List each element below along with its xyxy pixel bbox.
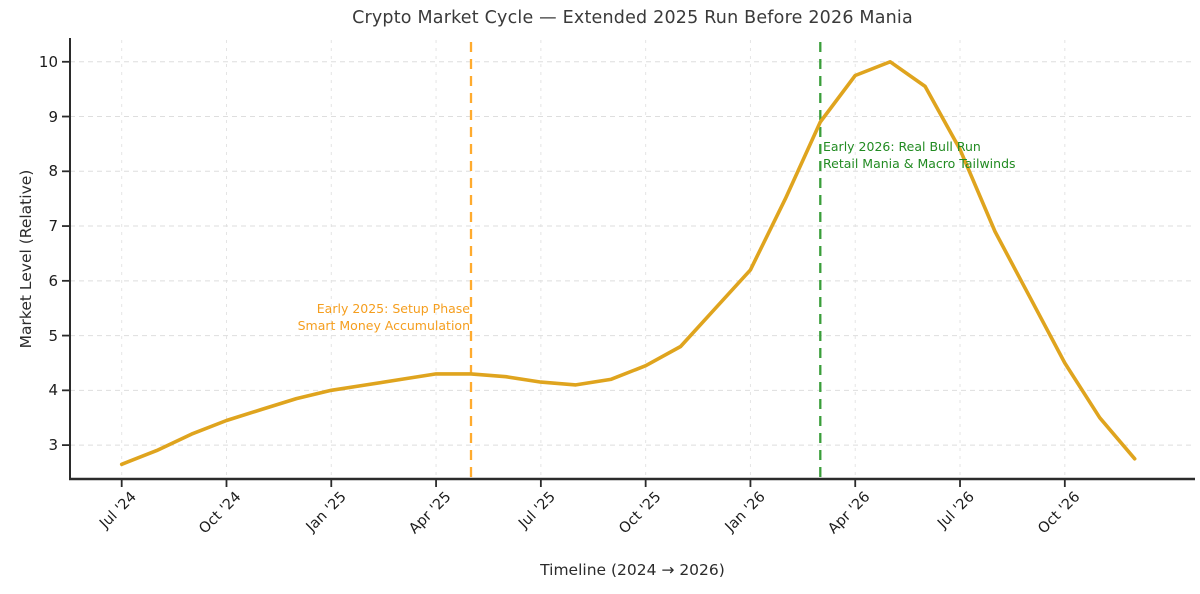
market-level-line [119,59,1137,467]
y-tick-label: 10 [38,52,58,71]
y-tick-label: 5 [48,326,58,345]
annotation-setup-2025: Early 2025: Setup Phase Smart Money Accu… [298,301,470,334]
y-tick-label: 7 [48,217,58,236]
annotation-setup-line-1: Early 2025: Setup Phase [316,301,470,316]
annotation-mania-line-2: Retail Mania & Macro Tailwinds [823,155,1016,171]
y-tick-label: 6 [48,271,58,290]
x-axis-label: Timeline (2024 → 2026) [540,561,725,579]
y-tick-label: 4 [48,381,58,400]
chart-title: Crypto Market Cycle — Extended 2025 Run … [352,8,913,28]
annotation-mania-2026: Early 2026: Real Bull Run Retail Mania &… [823,139,1016,172]
y-tick-label: 8 [48,162,58,181]
annotation-mania-line-1: Early 2026: Real Bull Run [823,139,981,154]
annotation-setup-line-2: Smart Money Accumulation [297,317,470,333]
y-tick-label: 9 [48,107,58,126]
y-tick-label: 3 [48,436,58,455]
